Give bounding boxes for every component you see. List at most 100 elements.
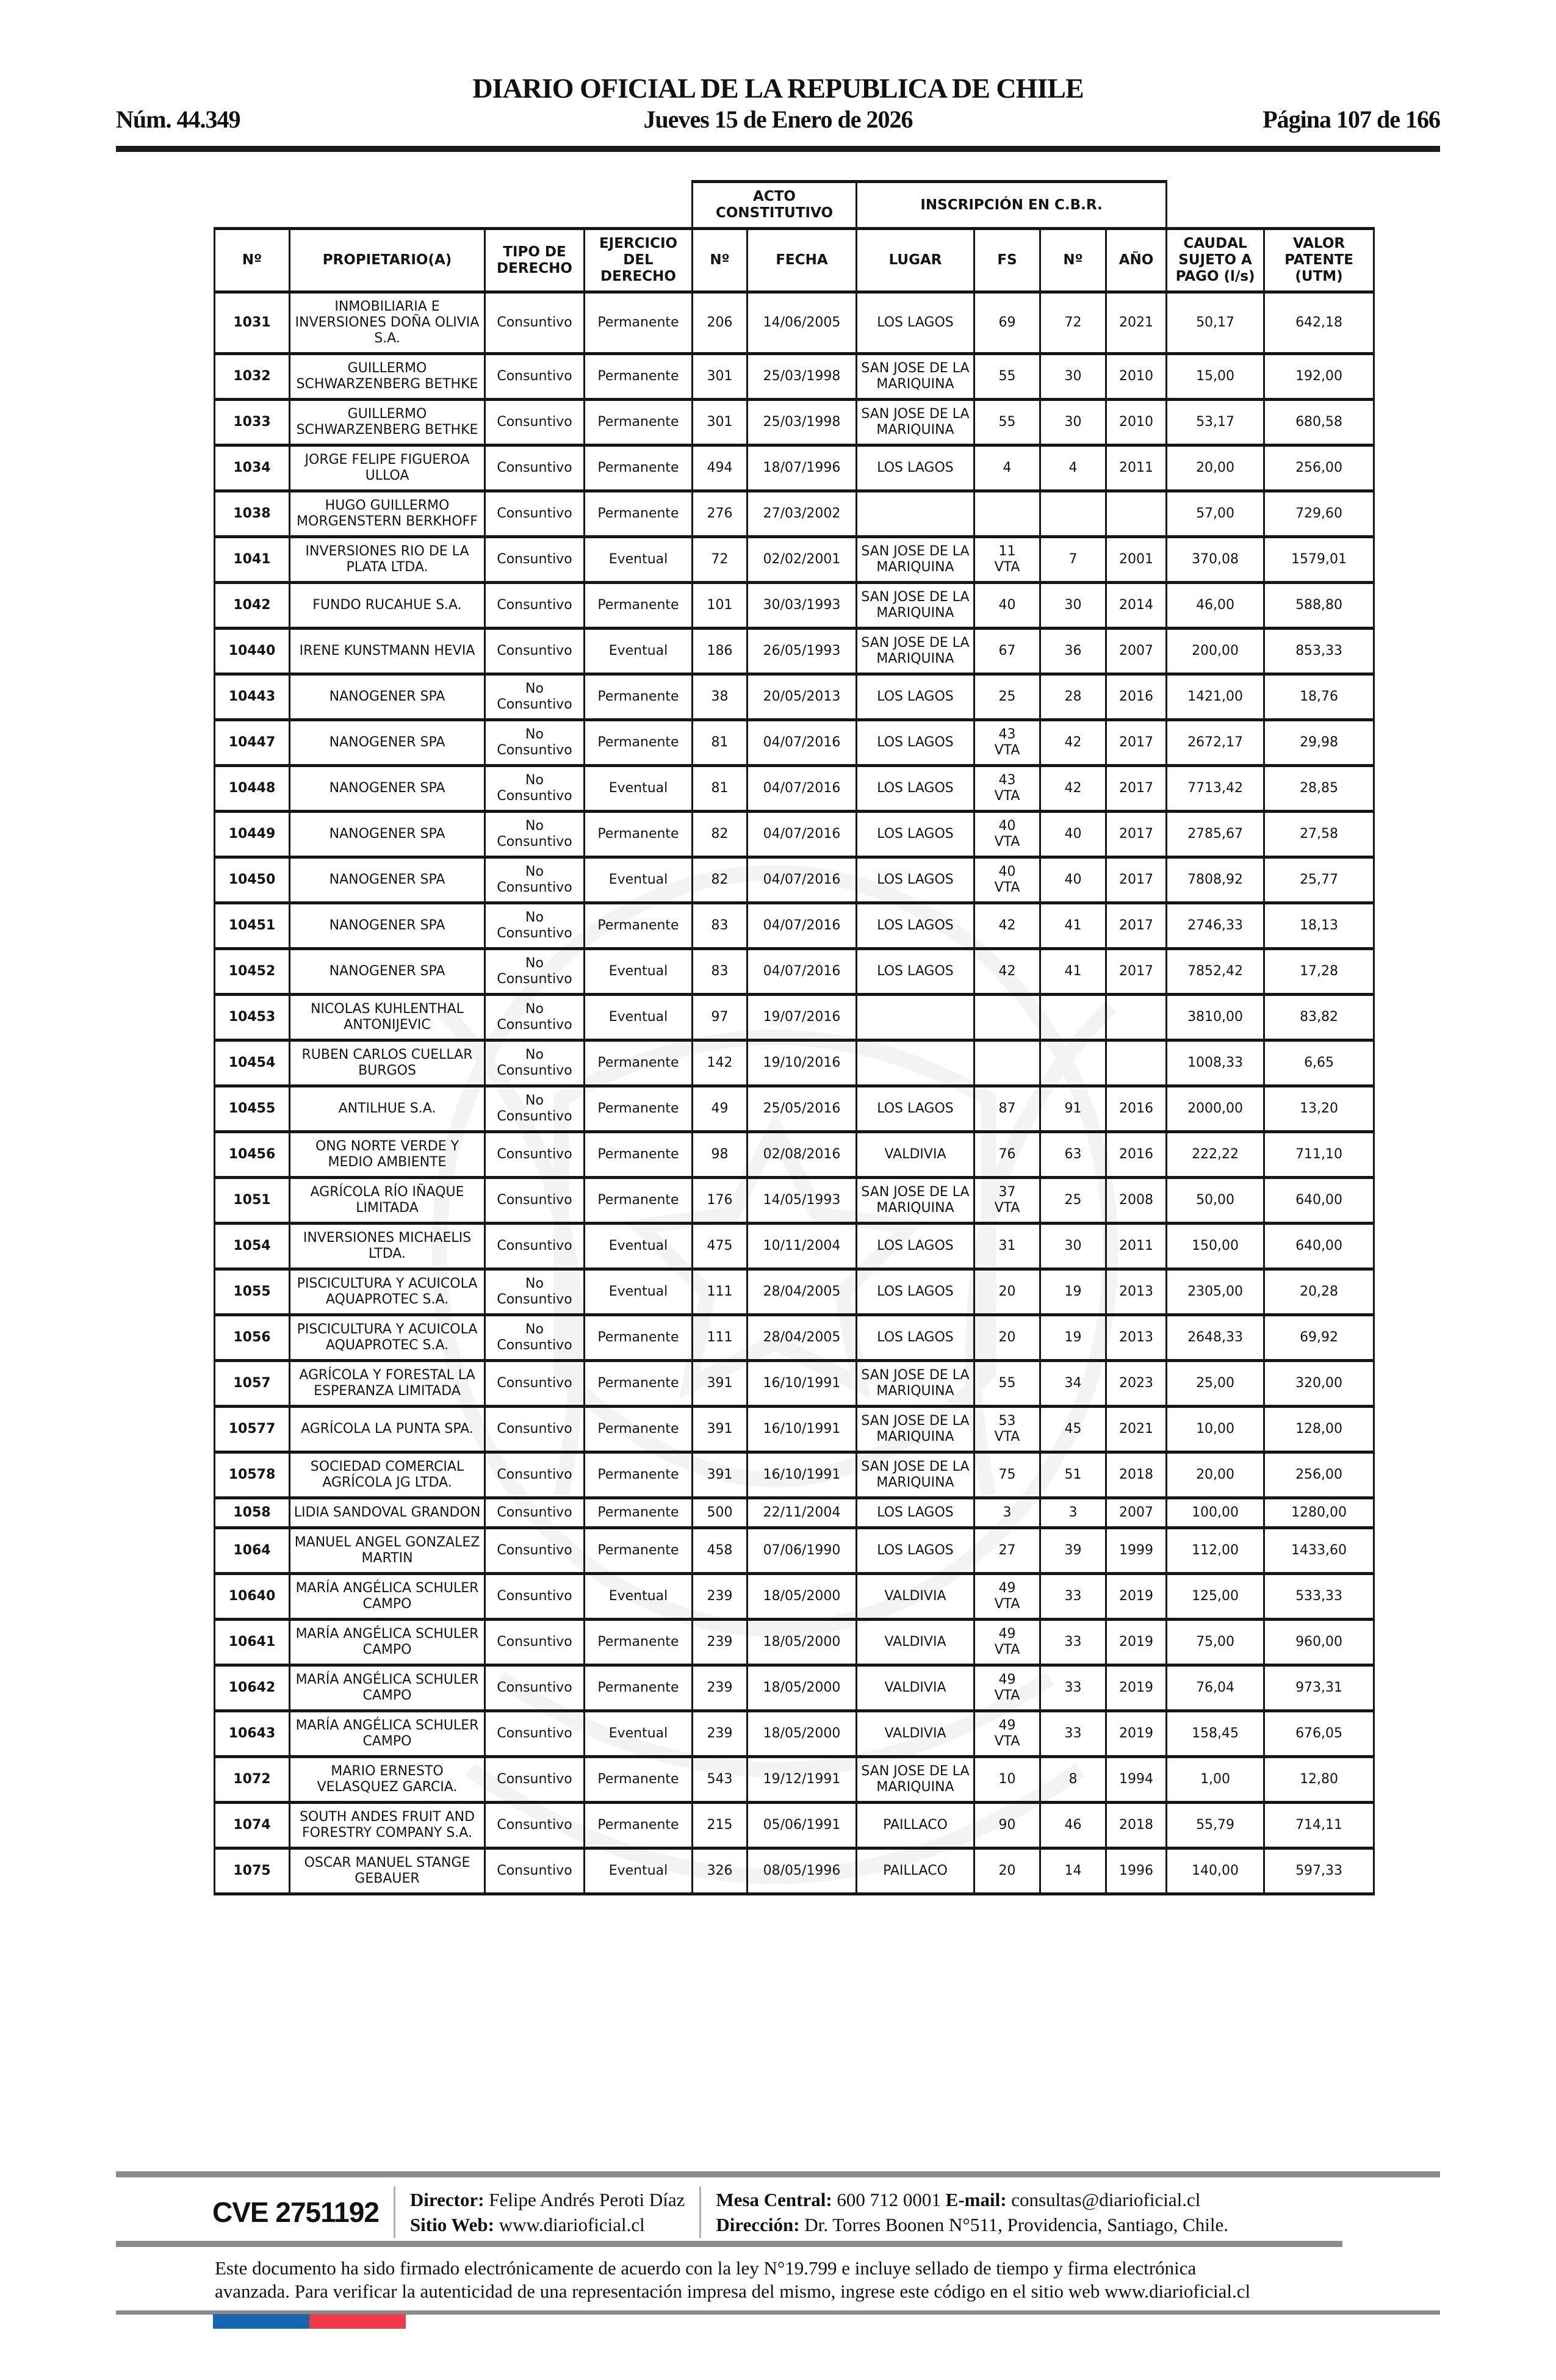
table-cell: 90 <box>973 1801 1042 1850</box>
table-cell: 30 <box>1039 398 1108 447</box>
table-cell: 640,00 <box>1263 1176 1375 1225</box>
table-cell: 597,33 <box>1263 1847 1375 1895</box>
table-cell: 18/05/2000 <box>746 1618 858 1667</box>
table-cell: 42 <box>973 947 1042 996</box>
table-cell: 370,08 <box>1165 535 1266 584</box>
table-cell: Consuntivo <box>484 581 585 630</box>
footer-director-block: Director: Felipe Andrés Peroti Díaz Siti… <box>410 2187 685 2237</box>
column-header-cbr-numero: Nº <box>1039 227 1108 294</box>
table-cell: NICOLAS KUHLENTHAL ANTONIJEVIC <box>289 993 486 1042</box>
table-cell: 1421,00 <box>1165 673 1266 721</box>
table-cell: 2017 <box>1105 901 1168 950</box>
table-cell: 37 VTA <box>973 1176 1042 1225</box>
table-cell: NANOGENER SPA <box>289 901 486 950</box>
table-cell: 87 <box>973 1084 1042 1133</box>
table-cell: 642,18 <box>1263 290 1375 355</box>
table-cell: 28/04/2005 <box>746 1268 858 1316</box>
table-cell: Consuntivo <box>484 1130 585 1179</box>
table-cell: 973,31 <box>1263 1664 1375 1712</box>
table-cell: 1038 <box>214 489 290 538</box>
table-cell: 2013 <box>1105 1268 1168 1316</box>
table-row: 10454 RUBEN CARLOS CUELLAR BURGOS No Consu… <box>214 1039 1375 1087</box>
table-cell: 4 <box>973 444 1042 492</box>
table-cell: 239 <box>691 1709 748 1758</box>
table-cell: PAILLACO <box>855 1847 976 1895</box>
table-cell: 200,00 <box>1165 627 1266 676</box>
table-cell: 46 <box>1039 1801 1108 1850</box>
table-cell: No Consuntivo <box>484 764 585 813</box>
table-cell: 2011 <box>1105 444 1168 492</box>
table-cell: 25,77 <box>1263 856 1375 904</box>
table-cell: LOS LAGOS <box>855 810 976 859</box>
mesa-central-line: Mesa Central: 600 712 0001 E-mail: consu… <box>716 2187 1228 2212</box>
table-cell: Permanente <box>583 1496 693 1529</box>
table-cell: NANOGENER SPA <box>289 810 486 859</box>
table-cell: Eventual <box>583 1709 693 1758</box>
table-cell <box>1105 993 1168 1042</box>
table-cell: 43 VTA <box>973 764 1042 813</box>
table-cell: 41 <box>1039 901 1108 950</box>
table-cell: LOS LAGOS <box>855 718 976 767</box>
table-cell: 98 <box>691 1130 748 1179</box>
table-cell: Permanente <box>583 398 693 447</box>
table-cell: 50,00 <box>1165 1176 1266 1225</box>
table-cell: 2017 <box>1105 764 1168 813</box>
table-cell: 14/05/1993 <box>746 1176 858 1225</box>
table-cell: 18/05/2000 <box>746 1572 858 1621</box>
table-cell: Permanente <box>583 1405 693 1454</box>
table-cell: 10443 <box>214 673 290 721</box>
table-cell: Consuntivo <box>484 1709 585 1758</box>
table-row: 1041 INVERSIONES RIO DE LA PLATA LTDA. Con… <box>214 535 1375 584</box>
table-cell: 1064 <box>214 1526 290 1575</box>
table-cell: 101 <box>691 581 748 630</box>
table-cell: No Consuntivo <box>484 1313 585 1362</box>
table-cell: SAN JOSE DE LA MARIQUINA <box>855 627 976 676</box>
cve-code: CVE 2751192 <box>212 2196 380 2228</box>
email-link[interactable]: consultas@diarioficial.cl <box>1011 2189 1201 2210</box>
table-cell: 680,58 <box>1263 398 1375 447</box>
table-cell: 301 <box>691 352 748 401</box>
sitio-web-link[interactable]: www.diarioficial.cl <box>499 2214 645 2235</box>
table-cell: 27,58 <box>1263 810 1375 859</box>
table-cell: NANOGENER SPA <box>289 764 486 813</box>
table-cell: 28,85 <box>1263 764 1375 813</box>
table-cell: Consuntivo <box>484 1847 585 1895</box>
table-cell: 28/04/2005 <box>746 1313 858 1362</box>
table-cell: 16/10/1991 <box>746 1359 858 1408</box>
table-cell: 02/02/2001 <box>746 535 858 584</box>
table-cell: 19/10/2016 <box>746 1039 858 1087</box>
table-cell: 28 <box>1039 673 1108 721</box>
table-cell: 10451 <box>214 901 290 950</box>
table-cell: Permanente <box>583 1313 693 1362</box>
table-cell: Permanente <box>583 901 693 950</box>
table-cell: 04/07/2016 <box>746 764 858 813</box>
table-cell: 76 <box>973 1130 1042 1179</box>
footer-divider-2 <box>699 2187 702 2238</box>
table-cell: Consuntivo <box>484 627 585 676</box>
table-cell: VALDIVIA <box>855 1130 976 1179</box>
table-cell: Permanente <box>583 718 693 767</box>
table-cell: SOUTH ANDES FRUIT AND FORESTRY COMPANY S… <box>289 1801 486 1850</box>
table-cell: LOS LAGOS <box>855 947 976 996</box>
table-cell: 69,92 <box>1263 1313 1375 1362</box>
table-cell: VALDIVIA <box>855 1664 976 1712</box>
table-cell: 04/07/2016 <box>746 856 858 904</box>
column-header-propietario: PROPIETARIO(A) <box>289 227 486 294</box>
table-cell: VALDIVIA <box>855 1618 976 1667</box>
table-cell: Permanente <box>583 1664 693 1712</box>
table-cell: PISCICULTURA Y ACUICOLA AQUAPROTEC S.A. <box>289 1313 486 1362</box>
table-row: 10452 NANOGENER SPA No Consuntivo Eventual 8… <box>214 947 1375 996</box>
table-cell: No Consuntivo <box>484 718 585 767</box>
table-cell: 53 VTA <box>973 1405 1042 1454</box>
table-cell: 50,17 <box>1165 290 1266 355</box>
table-cell: 33 <box>1039 1572 1108 1621</box>
table-cell: 10456 <box>214 1130 290 1179</box>
table-cell: 714,11 <box>1263 1801 1375 1850</box>
column-header-fecha: FECHA <box>746 227 858 294</box>
table-cell: 81 <box>691 718 748 767</box>
table-cell: 7808,92 <box>1165 856 1266 904</box>
table-cell: 111 <box>691 1268 748 1316</box>
table-cell: 69 <box>973 290 1042 355</box>
table-cell: 75,00 <box>1165 1618 1266 1667</box>
table-cell <box>973 1039 1042 1087</box>
